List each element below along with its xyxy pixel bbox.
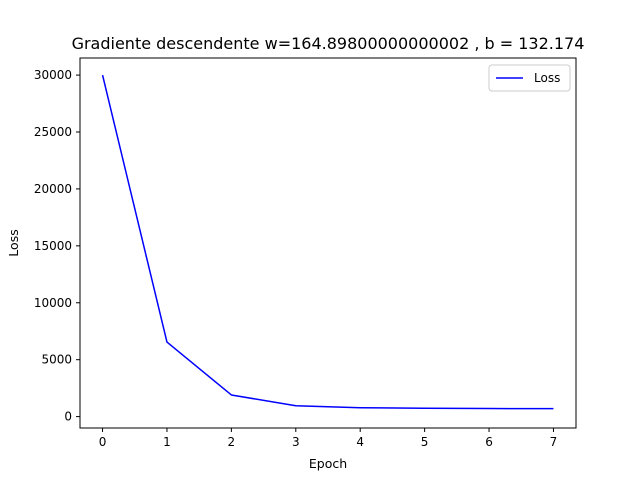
y-axis-label: Loss [6, 229, 21, 256]
y-tick-label: 5000 [41, 353, 72, 367]
legend: Loss [488, 64, 571, 92]
legend-box [488, 64, 571, 92]
y-tick-label: 10000 [34, 296, 72, 310]
x-tick-label: 1 [163, 435, 171, 449]
plot-frame [79, 57, 577, 429]
y-tick-label: 0 [64, 410, 72, 424]
y-tick-label: 20000 [34, 182, 72, 196]
ticks-group: 0 1 2 3 4 5 6 7 0 5000 10000 15000 20000 25000 30000 [34, 68, 557, 449]
legend-label-loss: Loss [534, 71, 560, 85]
x-tick-label: 7 [550, 435, 558, 449]
series-group [101, 74, 554, 410]
y-tick-label: 15000 [34, 239, 72, 253]
x-tick-label: 0 [99, 435, 107, 449]
x-tick-label: 3 [292, 435, 300, 449]
chart-title: Gradiente descendente w=164.898000000000… [72, 34, 585, 53]
series-line-loss [101, 74, 554, 410]
x-tick-label: 5 [421, 435, 429, 449]
x-tick-label: 6 [485, 435, 493, 449]
y-tick-label: 30000 [34, 68, 72, 82]
x-tick-label: 2 [228, 435, 236, 449]
y-tick-label: 25000 [34, 125, 72, 139]
x-tick-label: 4 [356, 435, 364, 449]
x-axis-label: Epoch [309, 456, 347, 471]
